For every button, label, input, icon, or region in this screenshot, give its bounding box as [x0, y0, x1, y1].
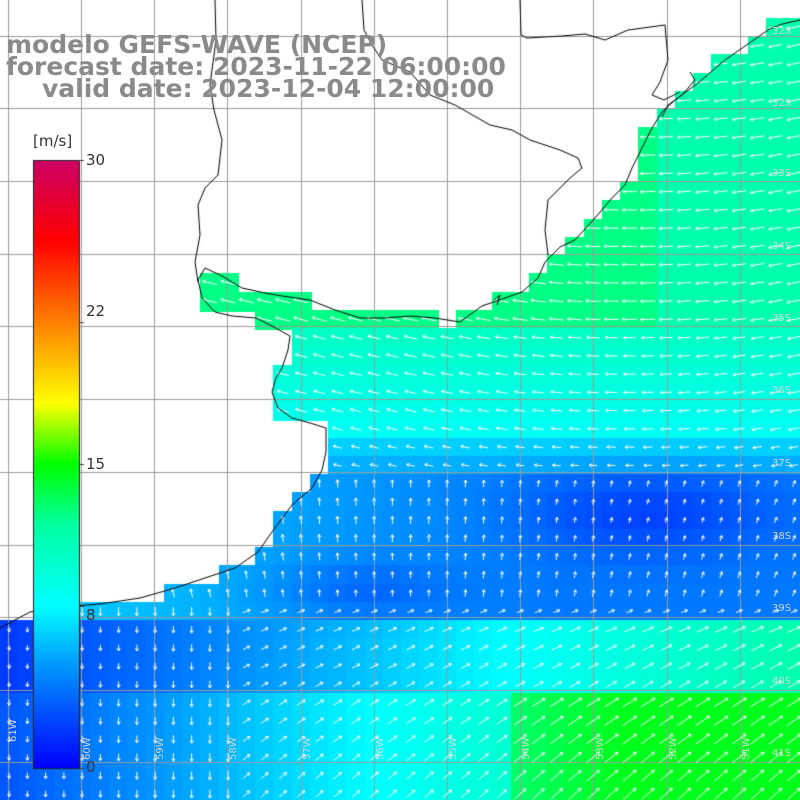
- lat-label: 37S: [772, 458, 792, 469]
- lon-label: 53W: [595, 737, 606, 760]
- lon-label: 56W: [375, 737, 386, 760]
- lon-label: 61W: [8, 719, 19, 742]
- colorbar-tick-8: 8: [86, 606, 96, 624]
- lon-label: 60W: [82, 737, 93, 760]
- lon-label: 51W: [741, 737, 752, 760]
- lat-label: 38S: [772, 531, 792, 542]
- colorbar-tick-0: 0: [86, 758, 96, 776]
- lat-label: 32S: [772, 98, 792, 109]
- lat-label: 33S: [772, 168, 792, 179]
- lat-label: 32S: [772, 26, 792, 37]
- colorbar-tick-15: 15: [86, 455, 106, 473]
- forecast-date: forecast date: 2023-11-22 06:00:00: [6, 52, 506, 81]
- lon-label: 57W: [302, 737, 313, 760]
- lon-label: 59W: [155, 737, 166, 760]
- lon-label: 54W: [521, 737, 532, 760]
- lat-label: 41S: [772, 748, 792, 759]
- lon-label: 52W: [668, 737, 679, 760]
- lat-label: 36S: [772, 385, 792, 396]
- model-title: modelo GEFS-WAVE (NCEP): [6, 30, 388, 59]
- lon-label: 55W: [448, 737, 459, 760]
- lat-label: 35S: [772, 313, 792, 324]
- lon-label: 58W: [228, 737, 239, 760]
- valid-date: valid date: 2023-12-04 12:00:00: [42, 74, 495, 103]
- lat-label: 40S: [772, 676, 792, 687]
- colorbar-tick-30: 30: [86, 151, 106, 169]
- lat-label: 34S: [772, 241, 792, 252]
- colorbar-unit-label: [m/s]: [33, 132, 73, 150]
- colorbar-tick-22: 22: [86, 302, 106, 320]
- lat-label: 39S: [772, 603, 792, 614]
